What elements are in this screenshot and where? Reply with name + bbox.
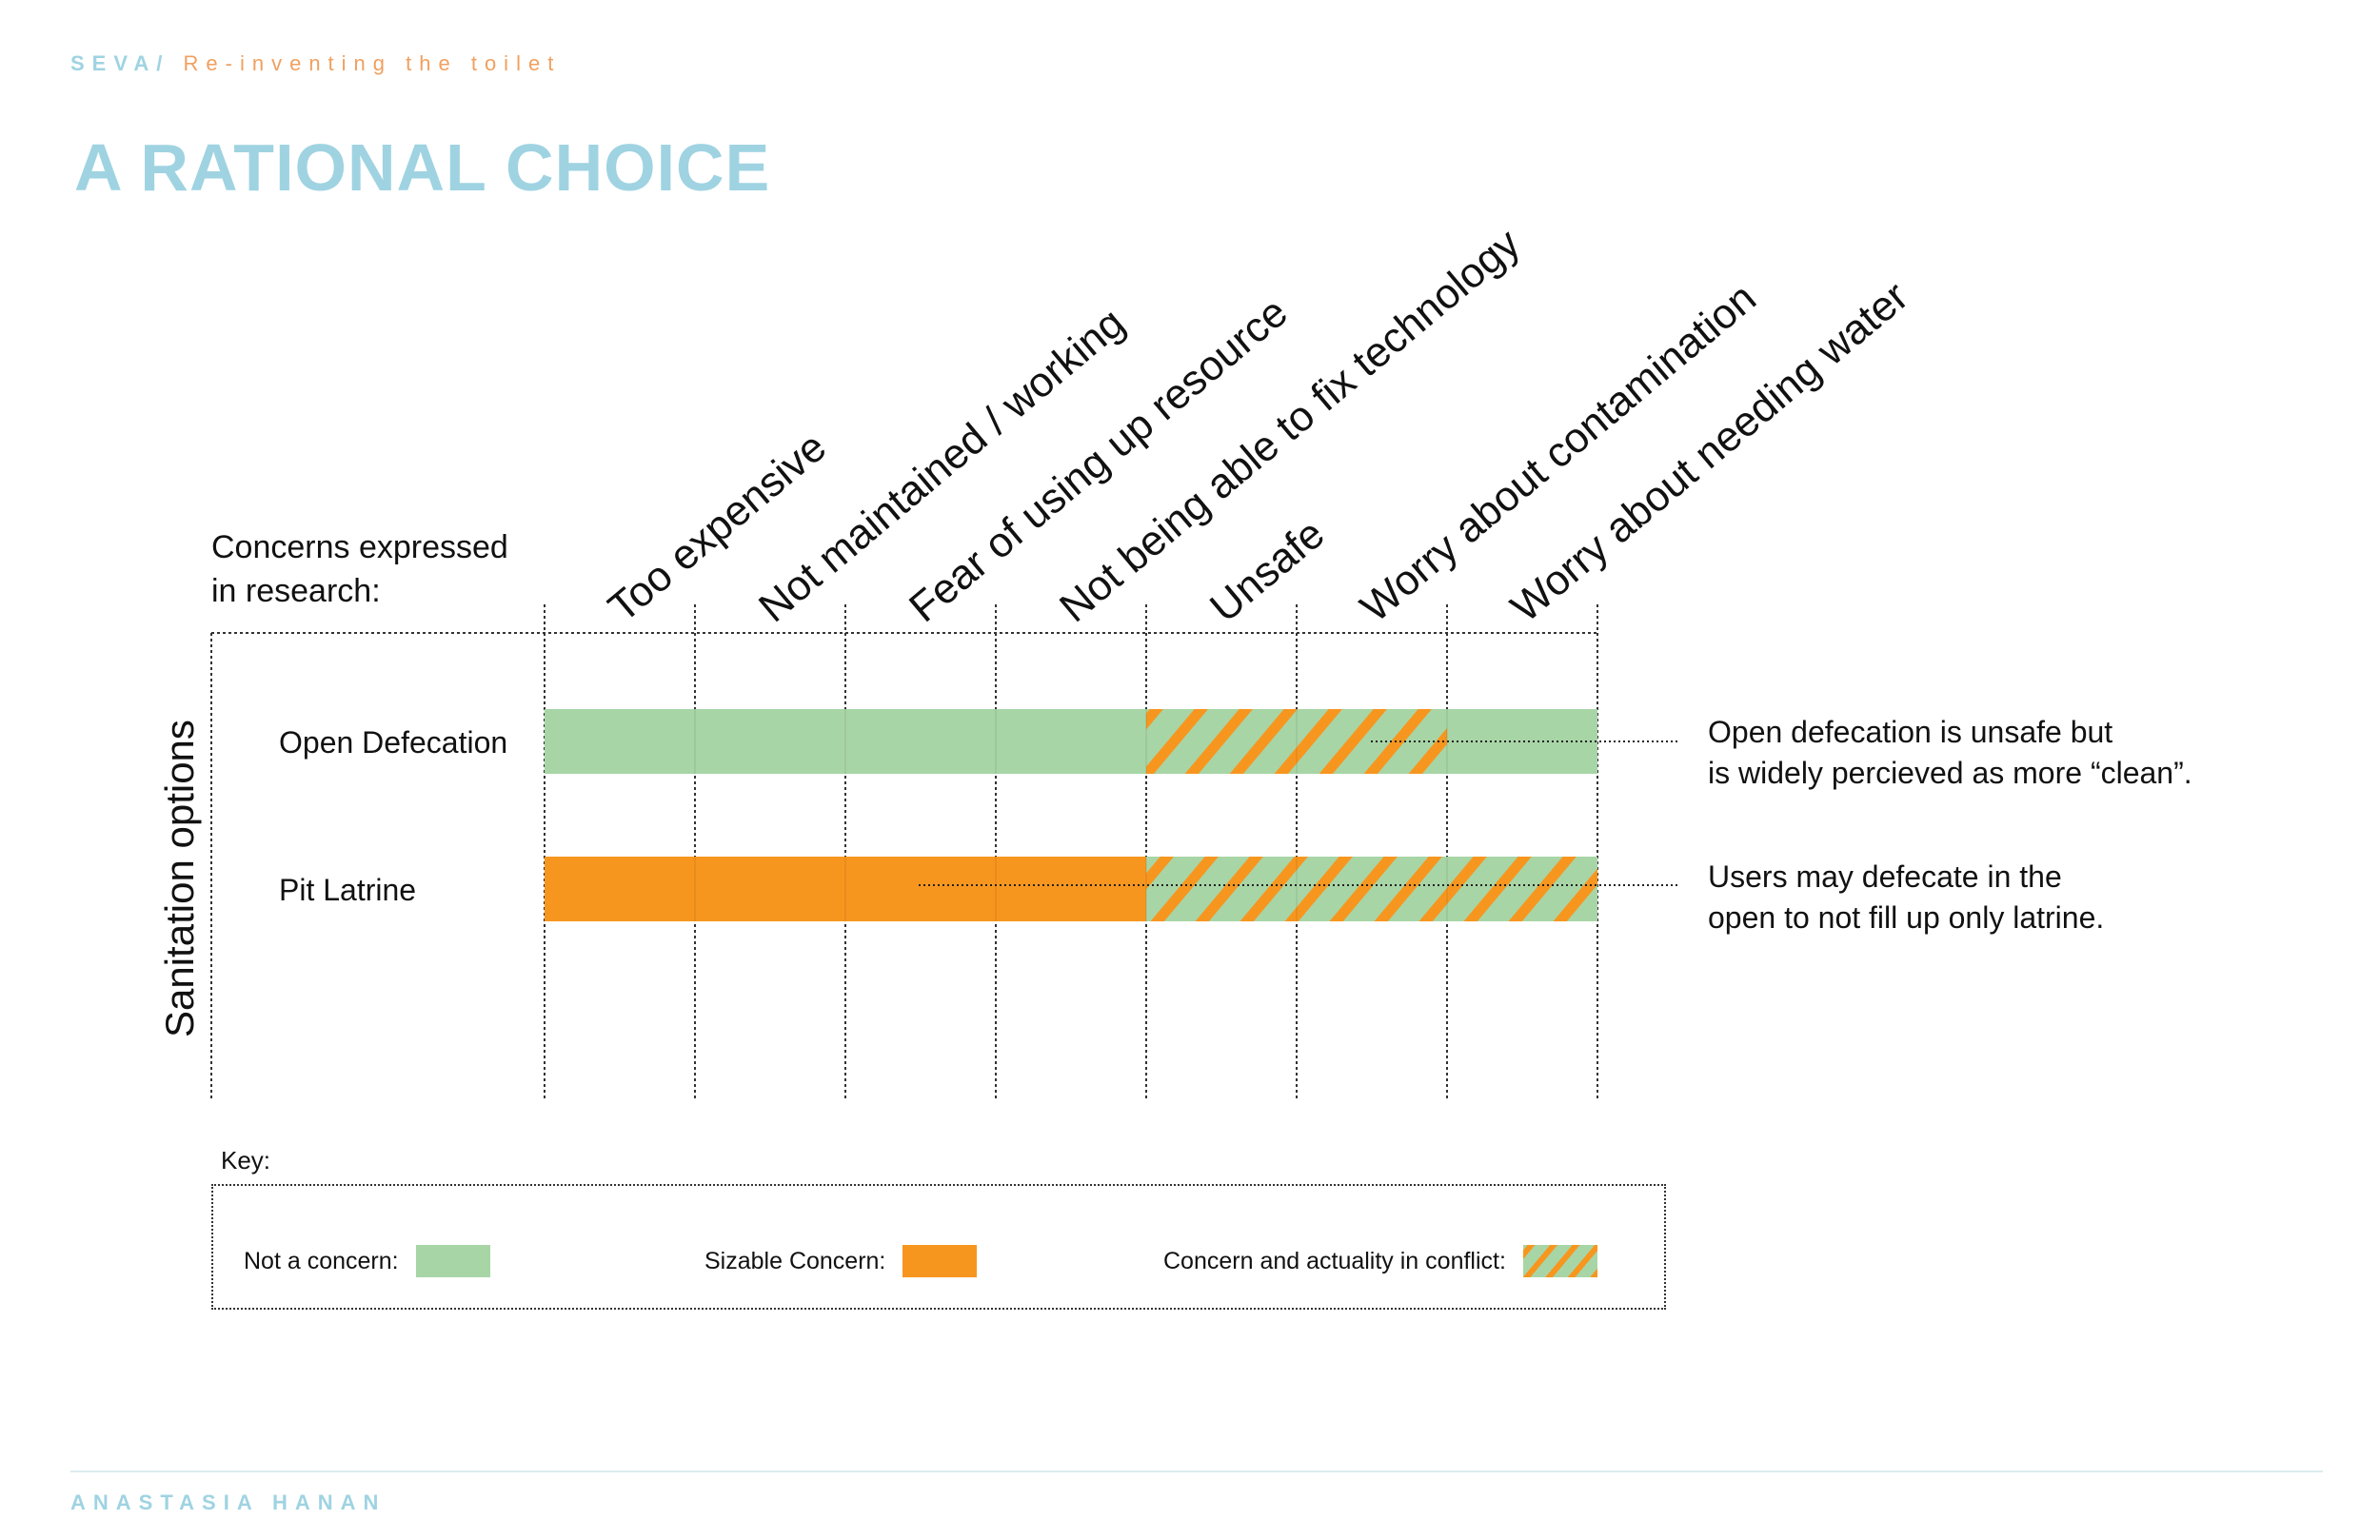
- matrix-cell-not: [695, 709, 845, 774]
- legend-title: Key:: [221, 1146, 271, 1175]
- matrix-cell-sizable: [845, 857, 996, 921]
- row-note-line: Open defecation is unsafe but: [1708, 715, 2113, 749]
- matrix-cell-sizable: [695, 857, 845, 921]
- columns-axis-label-line2: in research:: [211, 573, 381, 609]
- matrix-cell-not: [545, 709, 695, 774]
- columns-axis-label: Concerns expressed in research:: [211, 525, 508, 613]
- legend-item-conflict: Concern and actuality in conflict:: [1163, 1245, 1597, 1277]
- row-note-line: is widely percieved as more “clean”.: [1708, 756, 2192, 790]
- legend-not-concern-swatch: [415, 1245, 490, 1277]
- legend-not-concern-label: Not a concern:: [244, 1247, 399, 1274]
- breadcrumb-project: SEVA/: [70, 51, 170, 75]
- legend-sizable-swatch: [902, 1245, 978, 1277]
- footer-author: ANASTASIA HANAN: [70, 1491, 387, 1514]
- breadcrumb: SEVA/ Re-inventing the toilet: [70, 51, 561, 76]
- columns-axis-label-line1: Concerns expressed: [211, 529, 508, 565]
- matrix-cell-conflict: [1146, 709, 1297, 774]
- legend-sizable-label: Sizable Concern:: [704, 1247, 886, 1274]
- matrix-cell-not: [996, 709, 1146, 774]
- row-label: Pit Latrine: [279, 873, 417, 907]
- row-note: Open defecation is unsafe but is widely p…: [1708, 712, 2192, 794]
- matrix-cell-conflict: [1146, 857, 1297, 921]
- matrix-cell-sizable: [545, 857, 695, 921]
- row-label: Open Defecation: [279, 725, 508, 760]
- matrix-cell-conflict: [1447, 857, 1597, 921]
- row-note-line: Users may defecate in the: [1708, 859, 2062, 894]
- matrix-cell-sizable: [996, 857, 1146, 921]
- legend-item-sizable: Sizable Concern:: [704, 1245, 978, 1277]
- matrix-cell-not: [845, 709, 996, 774]
- row-note: Users may defecate in the open to not fil…: [1708, 857, 2104, 938]
- matrix-cell-conflict: [1297, 857, 1447, 921]
- legend-conflict-label: Concern and actuality in conflict:: [1163, 1247, 1506, 1274]
- page-title: A RATIONAL CHOICE: [74, 130, 771, 205]
- breadcrumb-subtitle: Re-inventing the toilet: [183, 51, 562, 75]
- legend: Not a concern: Sizable Concern: Concern …: [211, 1184, 1666, 1310]
- row-note-line: open to not fill up only latrine.: [1708, 900, 2105, 935]
- legend-conflict-swatch: [1522, 1245, 1597, 1277]
- legend-item-not-concern: Not a concern:: [244, 1245, 490, 1277]
- footer-divider: [70, 1471, 2323, 1472]
- matrix-cell-not: [1447, 709, 1597, 774]
